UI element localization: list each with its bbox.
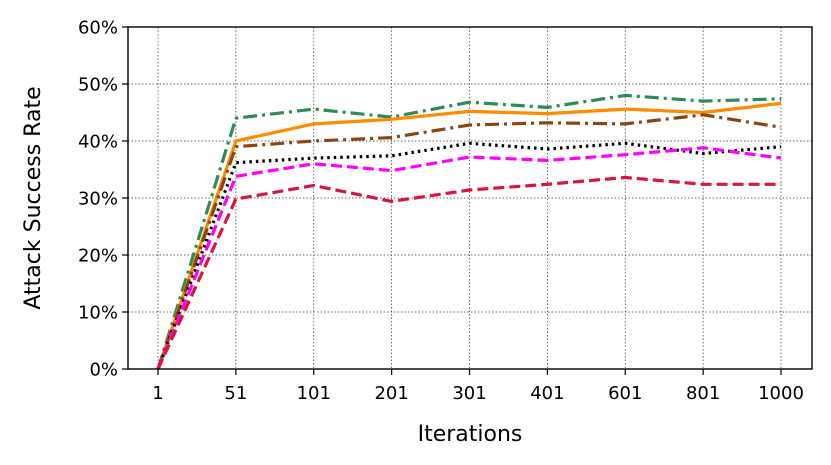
x-axis: 1 51 101 201 301 401 601 801 1000 <box>152 369 804 404</box>
series-group <box>156 93 782 370</box>
grid <box>128 26 812 370</box>
y-tick-label: 20% <box>78 246 118 267</box>
x-tick-label: 201 <box>374 383 408 404</box>
x-tick-label: 51 <box>224 383 247 404</box>
series-line-1 <box>156 93 782 370</box>
x-axis-title: Iterations <box>418 422 523 447</box>
series-line-5 <box>156 146 782 370</box>
y-tick-label: 60% <box>78 18 118 39</box>
series-line-6 <box>156 175 781 370</box>
x-tick-label: 1000 <box>758 383 804 404</box>
y-axis-title: Attack Success Rate <box>21 86 46 309</box>
x-tick-label: 1 <box>152 383 163 404</box>
y-tick-label: 50% <box>78 75 118 96</box>
series-line-4 <box>156 141 782 370</box>
y-axis: 0% 10% 20% 30% 40% 50% 60% <box>78 18 128 381</box>
x-tick-label: 801 <box>686 383 720 404</box>
y-tick-label: 40% <box>78 132 118 153</box>
x-tick-label: 301 <box>452 383 486 404</box>
y-tick-label: 10% <box>78 303 118 324</box>
x-tick-label: 401 <box>530 383 564 404</box>
series-line-3 <box>156 113 782 370</box>
series-line-2 <box>156 101 782 370</box>
y-tick-label: 0% <box>89 360 118 381</box>
y-tick-label: 30% <box>78 189 118 210</box>
x-tick-label: 601 <box>608 383 642 404</box>
x-tick-label: 101 <box>297 383 331 404</box>
